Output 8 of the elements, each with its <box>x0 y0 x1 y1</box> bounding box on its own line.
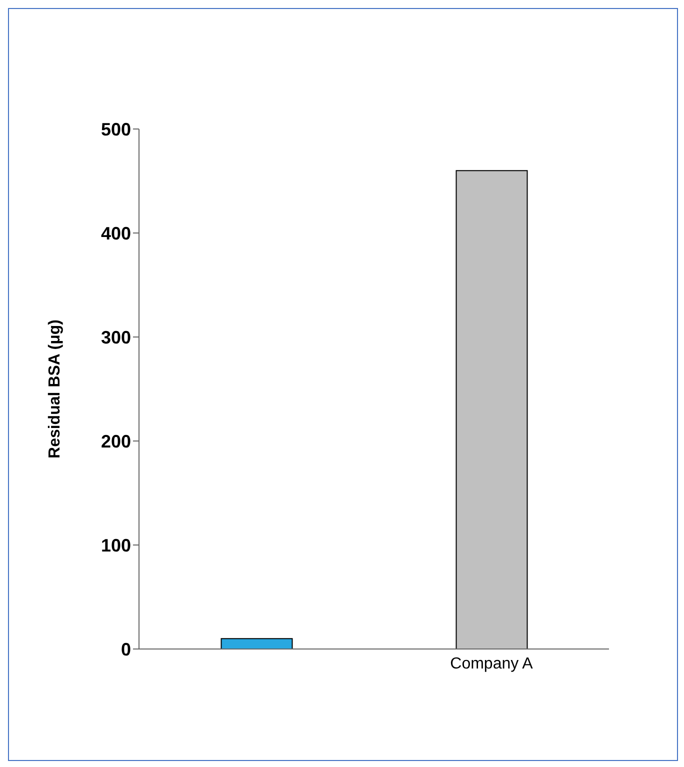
y-tick-label: 0 <box>120 639 131 660</box>
y-tick-label: 200 <box>100 431 131 452</box>
y-tick-label: 400 <box>100 223 131 244</box>
y-tick-label: 300 <box>100 327 131 348</box>
y-tick-label: 100 <box>100 535 131 556</box>
y-tick-label: 500 <box>100 119 131 140</box>
y-axis-title: Residual BSA (μg) <box>46 320 64 458</box>
x-tick-label: Company A <box>450 655 534 672</box>
